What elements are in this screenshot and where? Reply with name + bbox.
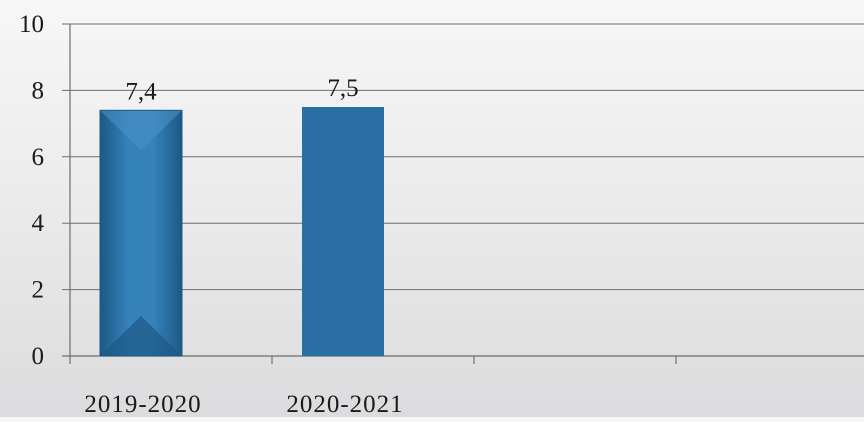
y-tick-label: 2 <box>32 277 45 304</box>
y-tick-label: 10 <box>19 11 44 38</box>
x-category-label: 2020-2021 <box>286 391 403 417</box>
bars <box>99 107 384 357</box>
y-tick-label: 4 <box>32 210 45 237</box>
bar <box>302 107 384 356</box>
bar <box>99 109 183 357</box>
y-tick-label: 0 <box>32 343 45 370</box>
gridlines <box>62 23 864 357</box>
x-category-label: 2019-2020 <box>84 391 201 417</box>
data-label: 7,4 <box>125 78 157 105</box>
y-tick-label: 8 <box>32 77 45 104</box>
data-label: 7,5 <box>327 75 358 102</box>
labels: 0 2 4 6 8 10 7,4 2019-2020 7,5 2020-2021 <box>19 11 403 418</box>
axes <box>69 24 677 364</box>
y-tick-label: 6 <box>32 144 45 171</box>
